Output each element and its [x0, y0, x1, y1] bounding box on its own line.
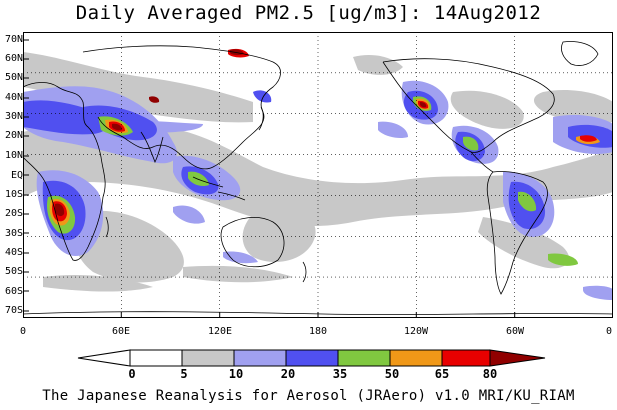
- colorbar-segment: [285, 349, 339, 367]
- colorbar-label: 10: [228, 367, 244, 381]
- pm25-map: [23, 32, 613, 318]
- footer-credit: The Japanese Reanalysis for Aerosol (JRA…: [42, 388, 575, 404]
- lat-label: 50S: [4, 266, 23, 277]
- map-title: Daily Averaged PM2.5 [ug/m3]: 14Aug2012: [75, 2, 542, 24]
- lat-label: 70N: [4, 34, 23, 45]
- map-frame: [23, 32, 613, 318]
- lat-label: 10N: [4, 150, 23, 161]
- lon-label: 120E: [207, 326, 233, 337]
- lon-label: 0: [605, 326, 613, 337]
- colorbar-label: 20: [280, 367, 296, 381]
- lat-label: 30S: [4, 228, 23, 239]
- colorbar-label: 50: [384, 367, 400, 381]
- lon-label: 180: [308, 326, 328, 337]
- lat-label: 60N: [4, 53, 23, 64]
- lat-label: 20N: [4, 130, 23, 141]
- lat-label: 40N: [4, 92, 23, 103]
- colorbar-segment: [337, 349, 391, 367]
- lat-label: 60S: [4, 286, 23, 297]
- colorbar-label: 80: [482, 367, 498, 381]
- colorbar-label: 65: [434, 367, 450, 381]
- lat-label: 30N: [4, 111, 23, 122]
- lon-label: 120W: [403, 326, 429, 337]
- colorbar-segment: [233, 349, 287, 367]
- colorbar-low-triangle: [77, 349, 131, 367]
- colorbar-label: 0: [128, 367, 136, 381]
- lat-label: 10S: [4, 189, 23, 200]
- colorbar-high-triangle: [489, 349, 546, 367]
- colorbar-segment: [129, 349, 183, 367]
- lon-label: 60W: [505, 326, 525, 337]
- lat-label: 70S: [4, 305, 23, 316]
- colorbar: [77, 349, 546, 367]
- lat-label: 40S: [4, 247, 23, 258]
- lat-label: EQ: [10, 170, 23, 181]
- colorbar-label: 35: [332, 367, 348, 381]
- lon-label: 0: [19, 326, 27, 337]
- lat-label: 20S: [4, 208, 23, 219]
- colorbar-segment: [181, 349, 235, 367]
- colorbar-segment: [389, 349, 443, 367]
- pm25-level-80-plus: [55, 49, 427, 217]
- lat-label: 50N: [4, 72, 23, 83]
- coastlines: [23, 41, 613, 315]
- colorbar-segment: [441, 349, 491, 367]
- lon-label: 60E: [111, 326, 131, 337]
- colorbar-label: 5: [180, 367, 188, 381]
